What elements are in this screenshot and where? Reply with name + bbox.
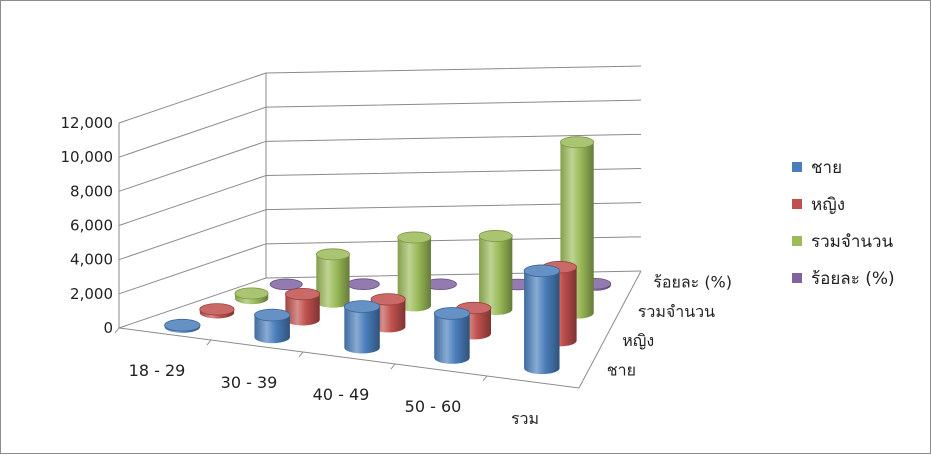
- bar-body: [397, 237, 431, 312]
- depth-label: ร้อยละ (%): [653, 273, 732, 292]
- bar-top: [433, 307, 471, 320]
- legend-swatch: [792, 273, 802, 283]
- bar-top: [343, 300, 381, 313]
- category-label: รวม: [511, 409, 539, 428]
- chart-walls: [118, 65, 642, 389]
- bar-top: [234, 287, 269, 300]
- legend-label: ชาย: [811, 158, 842, 178]
- bar-body: [316, 254, 350, 308]
- bar-top: [269, 278, 303, 291]
- category-label: 30 - 39: [221, 373, 278, 392]
- bar-top: [199, 303, 235, 316]
- bar-4-1: [269, 278, 303, 291]
- category-label: 40 - 49: [313, 385, 370, 404]
- depth-label: หญิง: [622, 331, 654, 350]
- legend-swatch: [792, 162, 802, 172]
- bar-3-4: [478, 230, 513, 315]
- bar-1-5: [523, 264, 560, 375]
- bar-2-2: [284, 287, 321, 326]
- x-tick-mark: [206, 339, 212, 346]
- y-tick-label: 2,000: [70, 285, 113, 303]
- y-tick-label: 10,000: [61, 148, 114, 166]
- bar-body: [254, 315, 290, 344]
- bar-top: [346, 278, 380, 290]
- bar-3-3: [397, 231, 432, 312]
- x-tick-mark: [298, 351, 304, 358]
- bar-top: [254, 308, 291, 322]
- bar-top: [370, 293, 406, 306]
- bar-top: [523, 264, 560, 278]
- category-label: 50 - 60: [405, 397, 462, 416]
- bar-top: [315, 248, 350, 261]
- bar-1-3: [343, 300, 381, 354]
- legend-label: ร้อยละ (%): [811, 269, 895, 289]
- depth-label: รวมจำนวน: [638, 302, 715, 321]
- y-axis-ticks: 0 2,000 4,000 6,000 8,000 10,000 12,000: [61, 114, 114, 337]
- bar-body: [434, 313, 470, 364]
- bar-top: [284, 287, 321, 301]
- x-tick-mark: [390, 363, 396, 370]
- y-tick-label: 6,000: [70, 217, 113, 235]
- bar-body: [479, 235, 513, 315]
- depth-label: ชาย: [607, 360, 636, 379]
- bar-top: [397, 231, 432, 244]
- y-tick-label: 12,000: [61, 114, 114, 132]
- bar-top: [560, 136, 595, 149]
- plot-area: [164, 136, 612, 375]
- bar-3-1: [234, 287, 269, 305]
- x-tick-mark: [482, 375, 488, 382]
- legend-swatch: [792, 236, 802, 246]
- bar-body: [285, 294, 320, 326]
- x-tick-mark: [114, 327, 120, 334]
- bar-4-2: [346, 278, 380, 290]
- bar-body: [524, 270, 560, 375]
- bar-top: [164, 318, 201, 332]
- bar-1-1: [164, 318, 201, 333]
- depth-axis-labels: ชาย หญิง รวมจำนวน ร้อยละ (%): [607, 273, 732, 380]
- y-tick-label: 4,000: [70, 251, 113, 269]
- bar-top: [478, 230, 513, 242]
- legend-swatch: [792, 199, 802, 209]
- legend-label: หญิง: [811, 195, 845, 215]
- x-axis-categories: 18 - 29 30 - 39 40 - 49 50 - 60 รวม: [114, 327, 539, 428]
- bar-body: [344, 306, 380, 354]
- y-tick-label: 0: [103, 319, 113, 337]
- bar-3-2: [315, 248, 350, 308]
- y-tick-label: 8,000: [70, 182, 113, 200]
- bar-2-1: [199, 303, 235, 319]
- bar-1-2: [254, 308, 291, 344]
- floor-axis-lines: [118, 270, 642, 389]
- category-label: 18 - 29: [129, 361, 186, 380]
- legend-label: รวมจำนวน: [811, 232, 894, 252]
- bar-1-4: [433, 307, 471, 364]
